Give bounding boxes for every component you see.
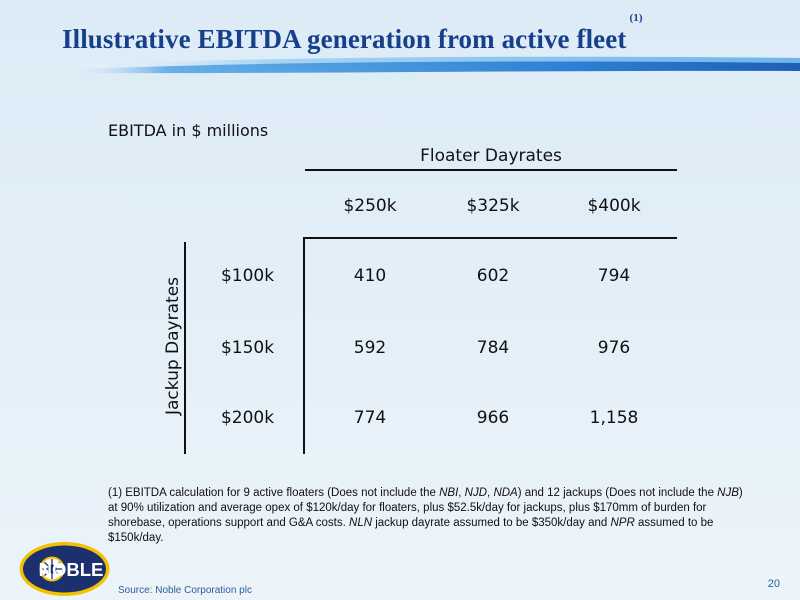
source-note: Source: Noble Corporation plc (118, 585, 252, 596)
table-cell: 602 (476, 266, 510, 286)
column-header-325k: $325k (466, 196, 520, 216)
page-title: Illustrative EBITDA generation from acti… (62, 12, 643, 54)
row-header-200k: $200k (220, 408, 275, 428)
jackup-dayrates-label: Jackup Dayrates (163, 276, 183, 416)
table-cell: 410 (353, 266, 387, 286)
jackup-label-rule (184, 242, 186, 454)
header-swoosh (40, 56, 800, 74)
row-header-150k: $150k (220, 338, 275, 358)
column-header-400k: $400k (587, 196, 641, 216)
table-cell: 592 (353, 338, 387, 358)
title-footnote-marker: (1) (629, 12, 643, 24)
column-header-250k: $250k (343, 196, 397, 216)
table-cell: 774 (353, 408, 387, 428)
floater-header-rule (305, 169, 677, 171)
logo-wordmark: NOBLE (39, 559, 104, 580)
table-cell: 976 (597, 338, 631, 358)
table-cell: 966 (476, 408, 510, 428)
table-cell: 794 (597, 266, 631, 286)
table-top-rule (303, 237, 677, 239)
table-left-rule (303, 237, 305, 454)
row-header-100k: $100k (220, 266, 275, 286)
page-number: 20 (767, 578, 780, 590)
table-cell: 1,158 (589, 408, 639, 428)
noble-logo: NOBLE (19, 542, 110, 596)
table-cell: 784 (476, 338, 510, 358)
table-units-label: EBITDA in $ millions (108, 121, 269, 140)
footnote: (1) EBITDA calculation for 9 active floa… (108, 487, 743, 544)
floater-dayrates-header: Floater Dayrates (420, 146, 562, 166)
